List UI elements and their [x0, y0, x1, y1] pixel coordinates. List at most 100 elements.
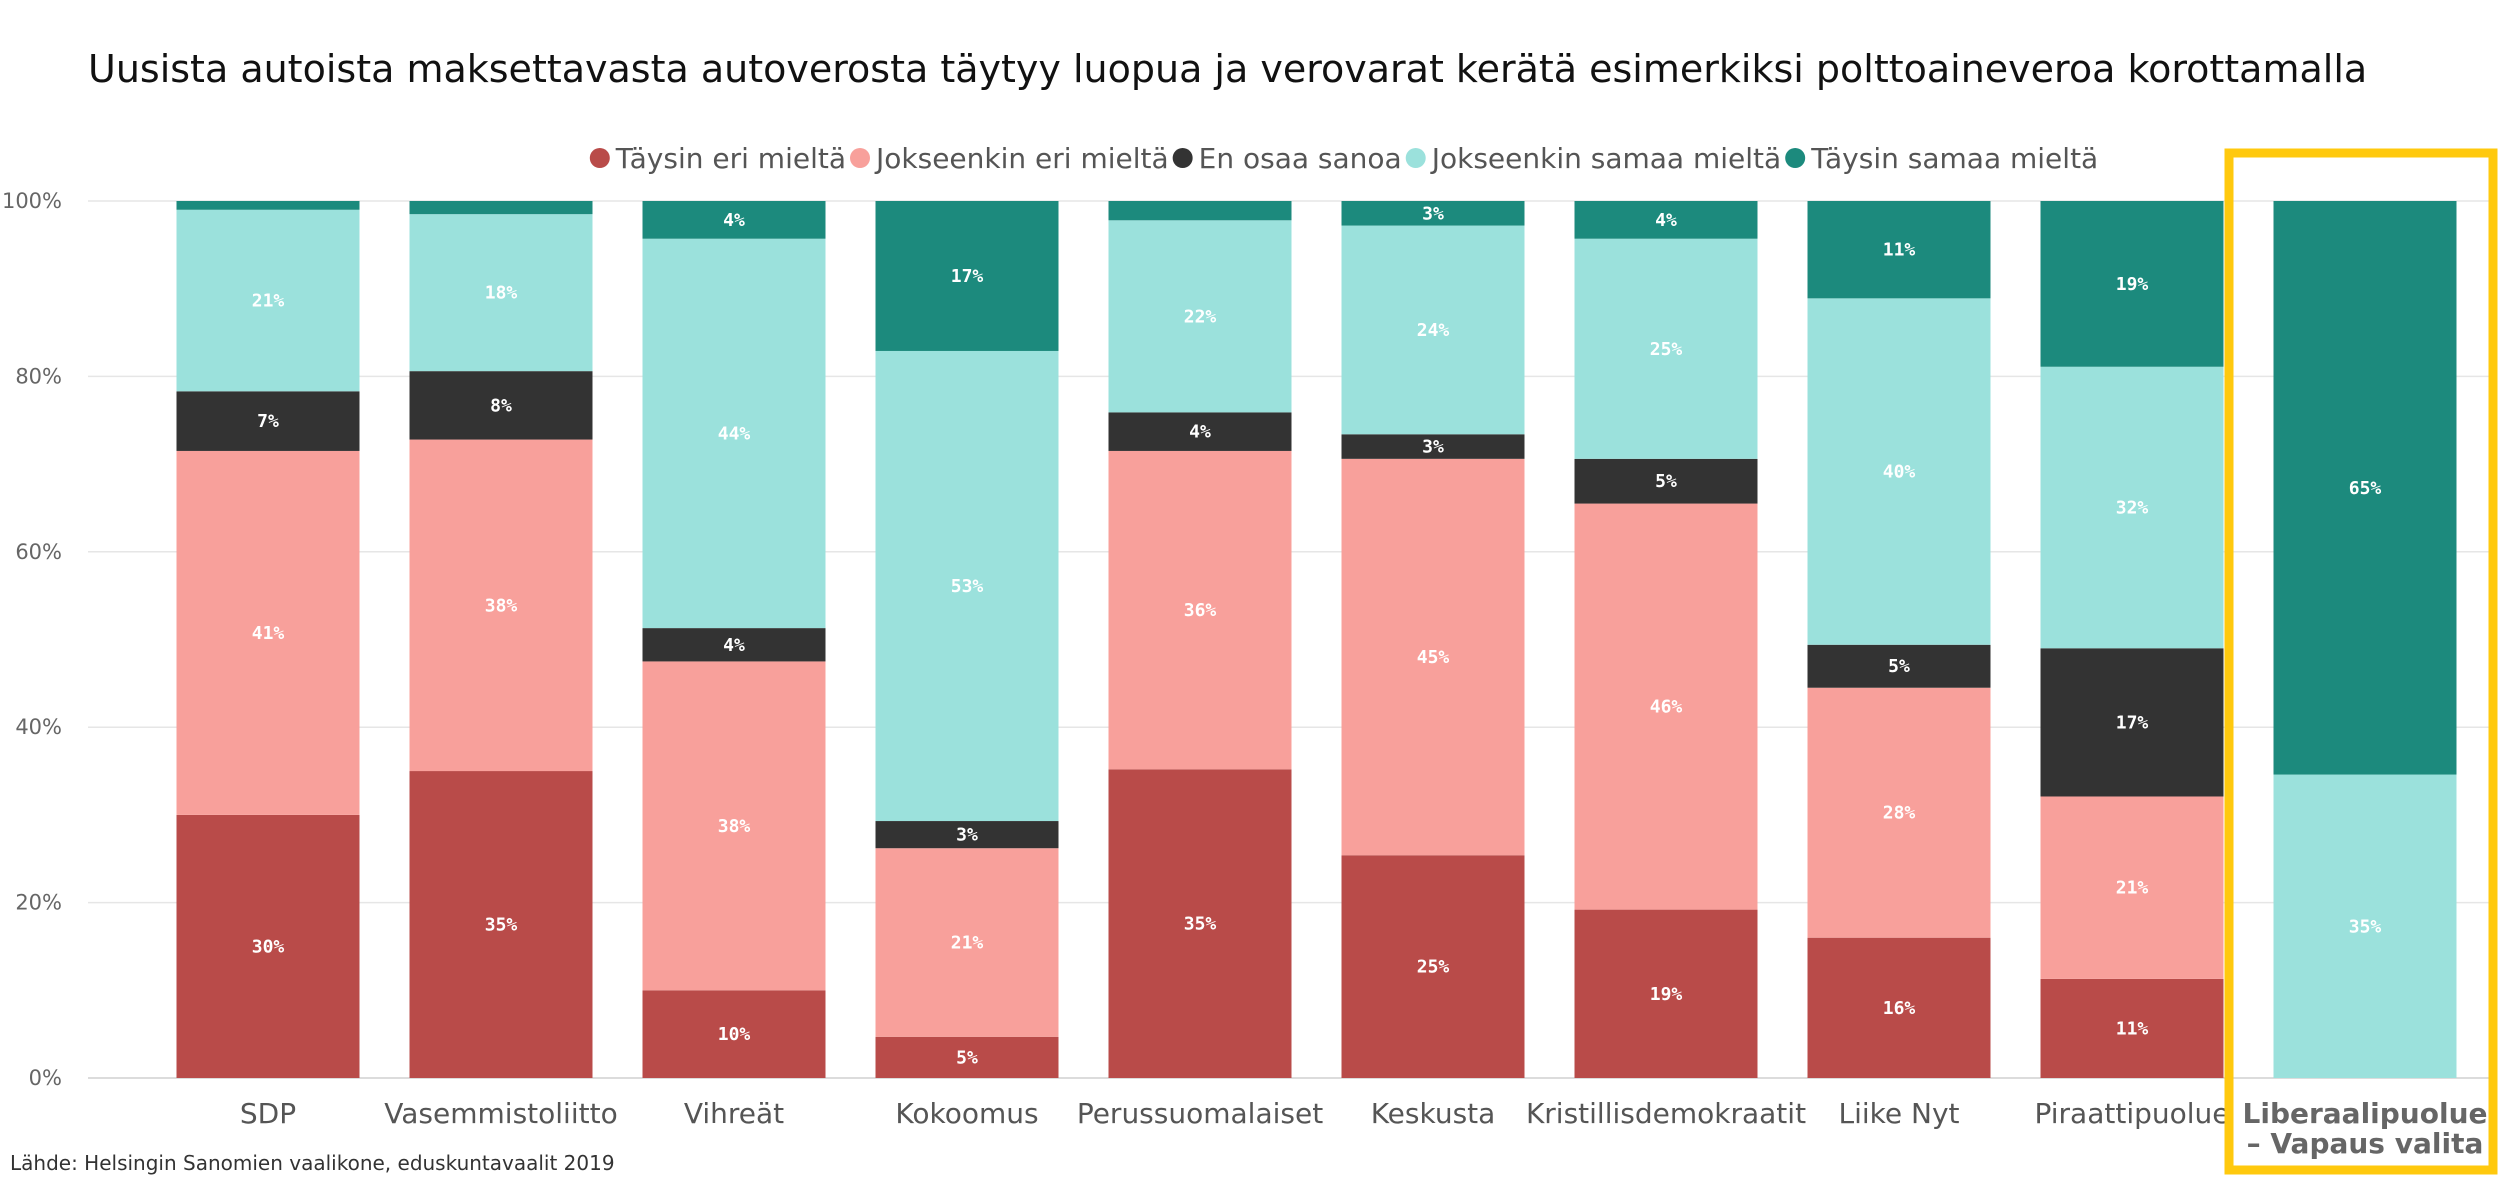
data-label: 24%: [1417, 320, 1450, 341]
data-label: 41%: [252, 623, 285, 644]
category-label: SDP: [240, 1097, 296, 1130]
legend-swatch: [1785, 148, 1806, 168]
bar-segment: [1574, 238, 1758, 459]
data-label: 21%: [951, 933, 984, 954]
data-label: 28%: [1883, 803, 1916, 824]
y-tick-label: 60%: [15, 540, 62, 564]
data-label: 38%: [718, 816, 751, 837]
data-label: 65%: [2349, 478, 2382, 499]
bar-segment: [409, 371, 593, 440]
data-label: 18%: [485, 283, 518, 304]
data-label: 21%: [2116, 878, 2149, 899]
bar-segment: [875, 848, 1059, 1037]
legend-swatch: [1405, 148, 1426, 168]
bar-stack: 35% 36% 4% 22%: [1108, 201, 1292, 1078]
data-label: 35%: [1184, 914, 1217, 935]
data-label: 5%: [1888, 656, 1910, 677]
bar-segment: [1341, 201, 1525, 226]
bar-segment: [176, 391, 360, 451]
data-label: 46%: [1650, 697, 1683, 718]
bar-stack: 19% 46% 5% 25% 4%: [1574, 201, 1758, 1078]
category-label: Vihreät: [684, 1097, 784, 1130]
bar-stack: 35% 38% 8% 18%: [409, 201, 593, 1078]
data-label: 44%: [718, 423, 751, 444]
bar-segment: [2040, 201, 2224, 367]
bar-segment: [1807, 201, 1991, 299]
bar-stack: 16% 28% 5% 40% 11%: [1807, 201, 1991, 1078]
category-label: Keskusta: [1371, 1097, 1496, 1130]
category-label: Kristillisdemokraatit: [1526, 1097, 1806, 1130]
data-label: 3%: [1422, 203, 1444, 224]
bars: 30% 41% 7% 21% 35% 38% 8% 18% 10% 38% 4% 44% 4% 5% 21%…: [176, 201, 2457, 1078]
category-label: – Vapaus valita: [2247, 1127, 2484, 1160]
data-label: 5%: [956, 1047, 978, 1068]
data-label: 38%: [485, 595, 518, 616]
bar-stack: 10% 38% 4% 44% 4%: [642, 201, 826, 1078]
y-tick-label: 40%: [15, 715, 62, 739]
bar-segment: [1807, 644, 1991, 688]
legend-item: Täysin samaa mieltä: [1785, 142, 2098, 175]
data-label: 3%: [956, 825, 978, 846]
bar-segment: [1108, 412, 1292, 451]
data-label: 35%: [485, 915, 518, 936]
bar-segment: [875, 821, 1059, 849]
legend-item: Jokseenkin samaa mieltä: [1405, 142, 1781, 175]
data-label: 10%: [718, 1024, 751, 1045]
highlight-frame: [2224, 148, 2498, 1175]
bar-segment: [642, 238, 826, 629]
bar-segment: [2040, 796, 2224, 979]
bar-segment: [2273, 774, 2457, 1078]
data-label: 17%: [2116, 712, 2149, 733]
bar-segment: [409, 214, 593, 372]
category-label: Liike Nyt: [1839, 1097, 1960, 1130]
data-label: 35%: [2349, 916, 2382, 937]
bar-segment: [642, 990, 826, 1078]
bar-segment: [642, 201, 826, 239]
category-label: Vasemmistoliitto: [384, 1097, 617, 1130]
bar-segment: [176, 201, 360, 210]
bar-segment: [1341, 458, 1525, 856]
bar-segment: [1108, 769, 1292, 1078]
data-label: 4%: [1189, 422, 1211, 443]
chart-title: Uusista autoista maksettavasta autoveros…: [88, 47, 2367, 91]
data-label: 21%: [252, 291, 285, 312]
bar-segment: [2040, 366, 2224, 649]
data-label: 45%: [1417, 647, 1450, 668]
data-label: 4%: [1655, 210, 1677, 231]
data-label: 32%: [2116, 498, 2149, 519]
data-label: 30%: [252, 936, 285, 957]
bar-segment: [409, 771, 593, 1078]
bar-segment: [642, 628, 826, 662]
data-label: 7%: [257, 411, 279, 432]
bar-segment: [1108, 450, 1292, 770]
bar-segment: [176, 450, 360, 815]
bar-segment: [1807, 687, 1991, 938]
bar-segment: [875, 201, 1059, 351]
data-label: 17%: [951, 266, 984, 287]
bar-segment: [2040, 648, 2224, 797]
y-tick-label: 0%: [29, 1066, 62, 1090]
category-label: Kokoomus: [895, 1097, 1038, 1130]
bar-segment: [875, 350, 1059, 822]
bar-segment: [875, 1036, 1059, 1078]
legend-swatch: [589, 148, 610, 168]
bar-segment: [642, 661, 826, 991]
data-label: 5%: [1655, 471, 1677, 492]
legend-label: Jokseenkin samaa mieltä: [1430, 142, 1781, 175]
legend-item: Jokseenkin eri mieltä: [850, 142, 1169, 175]
legend-label: En osaa sanoa: [1199, 142, 1402, 175]
data-label: 53%: [951, 576, 984, 597]
bar-segment: [176, 814, 360, 1078]
bar-segment: [2273, 201, 2457, 775]
legend-item: En osaa sanoa: [1172, 142, 1402, 175]
data-label: 16%: [1883, 998, 1916, 1019]
legend-label: Täysin samaa mieltä: [1810, 142, 2098, 175]
category-label: Liberaalipuolue: [2243, 1097, 2488, 1130]
category-label: Piraattipuolue: [2034, 1097, 2229, 1130]
x-axis-categories: SDP Vasemmistoliitto Vihreät Kokoomus Peruss…: [240, 1097, 2488, 1160]
bar-stack: 11% 21% 17% 32% 19%: [2040, 201, 2224, 1078]
bar-segment: [1807, 298, 1991, 645]
bar-segment: [409, 439, 593, 772]
data-label: 11%: [1883, 240, 1916, 261]
data-label: 3%: [1422, 437, 1444, 458]
